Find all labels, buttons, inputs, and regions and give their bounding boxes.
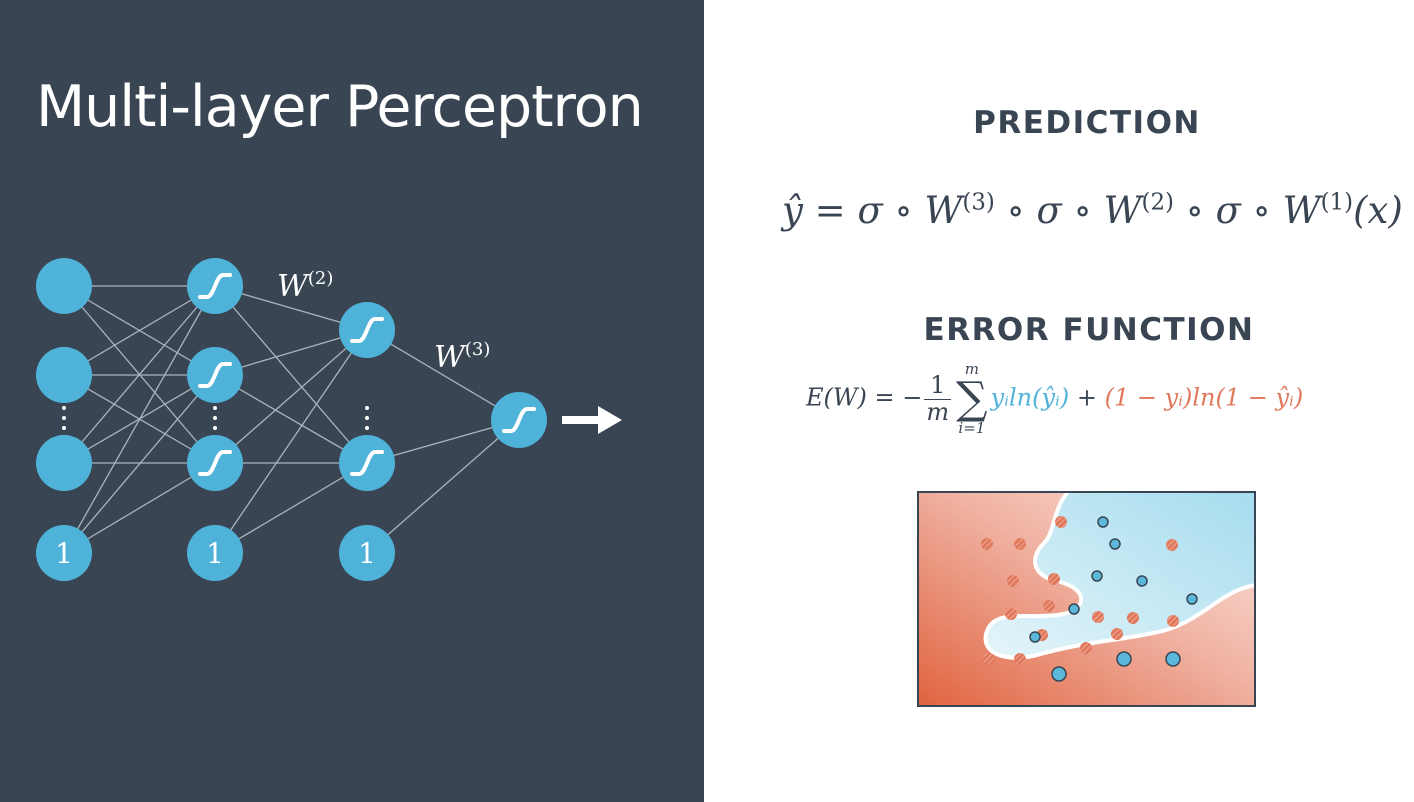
edge [63,462,216,554]
ellipsis-dot [365,406,369,410]
prediction-superscript: (1) [1320,189,1354,216]
weight-label: W(2) [277,268,333,304]
red-point [1167,615,1179,627]
red-point [1166,539,1178,551]
edge [366,329,520,421]
summation: m ∑ i=1 [956,362,987,436]
prediction-part: σ ∘ W [857,189,963,232]
ellipsis-dot [62,416,66,420]
prediction-superscript: (3) [962,189,995,216]
blue-region [983,491,1256,660]
right-arrow-icon [562,406,622,434]
edge [214,329,368,554]
blue-point [1116,651,1132,667]
error-function-heading: ERROR FUNCTION [923,312,1255,348]
prediction-eq: = [802,189,858,232]
edge [214,462,368,554]
edge [63,285,216,464]
prediction-formula: ŷ = σ ∘ W(3) ∘ σ ∘ W(2) ∘ σ ∘ W(1)(x) [782,189,1403,232]
sigmoid-curve-icon [198,450,232,476]
bias-label: 1 [358,537,376,570]
red-point [981,538,993,550]
bias-label: 1 [206,537,224,570]
error-lhs: E(W) = − [806,383,923,412]
error-blue-term: yᵢln(ŷᵢ) [990,383,1070,412]
sigmoid-curve-icon [350,450,384,476]
red-point [1014,538,1026,550]
ellipsis-dot [213,406,217,410]
input-node [36,258,92,314]
sigmoid-curve-icon [198,362,232,388]
red-point [1092,611,1104,623]
bias-label: 1 [55,537,73,570]
prediction-part: ∘ σ ∘ W [994,189,1142,232]
weight-label: W(3) [434,339,490,375]
sigmoid-curve-icon [198,273,232,299]
edge [214,329,368,464]
edge [366,419,520,554]
bias-node [339,525,395,581]
red-point [1014,653,1026,665]
blue-point [1165,651,1181,667]
prediction-superscript: (2) [1141,189,1175,216]
blue-point [1029,631,1041,643]
red-point [1080,642,1092,654]
red-point [1043,600,1055,612]
prediction-heading: PREDICTION [973,105,1201,141]
red-point [1111,628,1123,640]
red-point [1007,575,1019,587]
bias-node [36,525,92,581]
blue-point [1097,516,1109,528]
error-function-formula: E(W) = −1 m m ∑ i=1 yᵢln(ŷᵢ) + (1 − yᵢ)ln(1 −… [806,362,1303,436]
blue-point [1109,538,1121,550]
ellipsis-dot [213,416,217,420]
plot-frame [917,491,1256,707]
prediction-lhs: ŷ [782,189,803,232]
fraction-numerator: 1 [930,371,946,400]
input-node [36,347,92,403]
ellipsis-dot [365,416,369,420]
sum-upper-limit: m [964,360,979,378]
blue-point [1136,575,1148,587]
edge [214,285,368,464]
ellipsis-dot [62,426,66,430]
blue-point [1051,666,1067,682]
edge [214,374,368,464]
edge [63,285,216,376]
prediction-part: ∘ σ ∘ W [1174,189,1321,232]
network-diagram: 1 1 1 W(2) W(3) [36,258,622,581]
sigmoid-curve-icon [502,407,536,433]
red-point [1055,516,1067,528]
blue-point [1068,603,1080,615]
edges [63,285,520,554]
blue-point [1186,593,1198,605]
data-points [981,516,1198,682]
sigmoid-curve-icon [350,317,384,343]
edge [63,374,216,554]
prediction-part: (x) [1353,189,1403,232]
sum-lower-limit: i=1 [958,419,986,437]
slide-title: Multi-layer Perceptron [36,74,644,140]
ellipsis-dot [213,426,217,430]
red-point [983,653,995,665]
fraction-denominator: m [924,397,952,426]
blue-point [1091,570,1103,582]
red-point [1127,612,1139,624]
red-point [1005,608,1017,620]
classification-plot [917,491,1256,707]
error-plus: + [1069,383,1105,412]
red-point [1048,573,1060,585]
error-red-term: (1 − yᵢ)ln(1 − ŷᵢ) [1104,383,1304,412]
ellipsis-dot [62,406,66,410]
input-node [36,435,92,491]
sum-symbol: ∑ [956,373,988,424]
bias-node [187,525,243,581]
edge [63,285,216,554]
ellipsis-dot [365,426,369,430]
